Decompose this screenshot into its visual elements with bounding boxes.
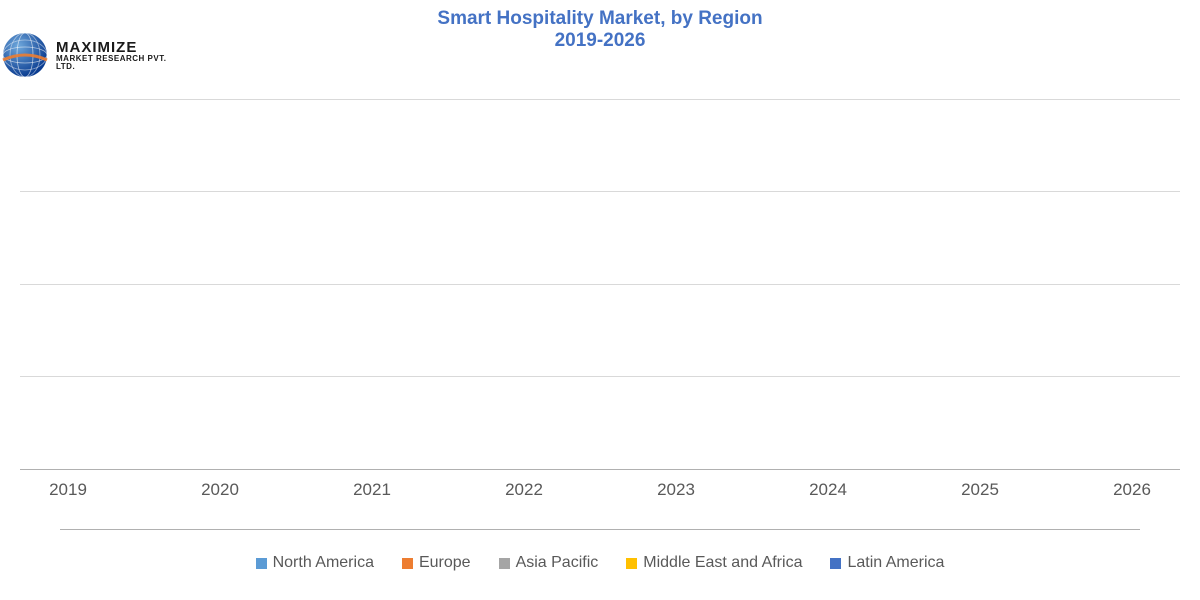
chart-title-line1: Smart Hospitality Market, by Region: [0, 8, 1200, 30]
legend-swatch: [402, 558, 413, 569]
legend-label: Europe: [419, 554, 471, 572]
legend-item: Asia Pacific: [499, 554, 599, 572]
legend-swatch: [256, 558, 267, 569]
x-axis-label: 2020: [201, 480, 239, 500]
legend-label: Middle East and Africa: [643, 554, 802, 572]
x-axis-labels: 2019 2020 2021 2022 2023 2024 2025 2026: [20, 470, 1180, 510]
legend-swatch: [626, 558, 637, 569]
x-axis-label: 2024: [809, 480, 847, 500]
legend-item: Middle East and Africa: [626, 554, 802, 572]
x-axis-label: 2019: [49, 480, 87, 500]
chart-legend: North America Europe Asia Pacific Middle Ea…: [0, 554, 1200, 572]
legend-label: Latin America: [847, 554, 944, 572]
x-axis-label: 2026: [1113, 480, 1151, 500]
legend-label: Asia Pacific: [516, 554, 599, 572]
grid-line: [20, 99, 1180, 100]
legend-swatch: [499, 558, 510, 569]
grid-line: [20, 191, 1180, 192]
grid-line: [20, 376, 1180, 377]
legend-item: Latin America: [830, 554, 944, 572]
grid-line: [20, 284, 1180, 285]
legend-item: North America: [256, 554, 374, 572]
x-axis-label: 2021: [353, 480, 391, 500]
legend-label: North America: [273, 554, 374, 572]
x-axis-label: 2023: [657, 480, 695, 500]
chart-title-line2: 2019-2026: [0, 30, 1200, 52]
x-axis-label: 2022: [505, 480, 543, 500]
x-axis-label: 2025: [961, 480, 999, 500]
legend-swatch: [830, 558, 841, 569]
chart-area: 2019 2020 2021 2022 2023 2024 2025 2026: [20, 100, 1180, 510]
legend-divider: [60, 529, 1140, 530]
chart-title: Smart Hospitality Market, by Region 2019…: [0, 8, 1200, 52]
legend-item: Europe: [402, 554, 471, 572]
chart-plot: [20, 100, 1180, 470]
logo-line2: MARKET RESEARCH PVT. LTD.: [56, 55, 180, 71]
